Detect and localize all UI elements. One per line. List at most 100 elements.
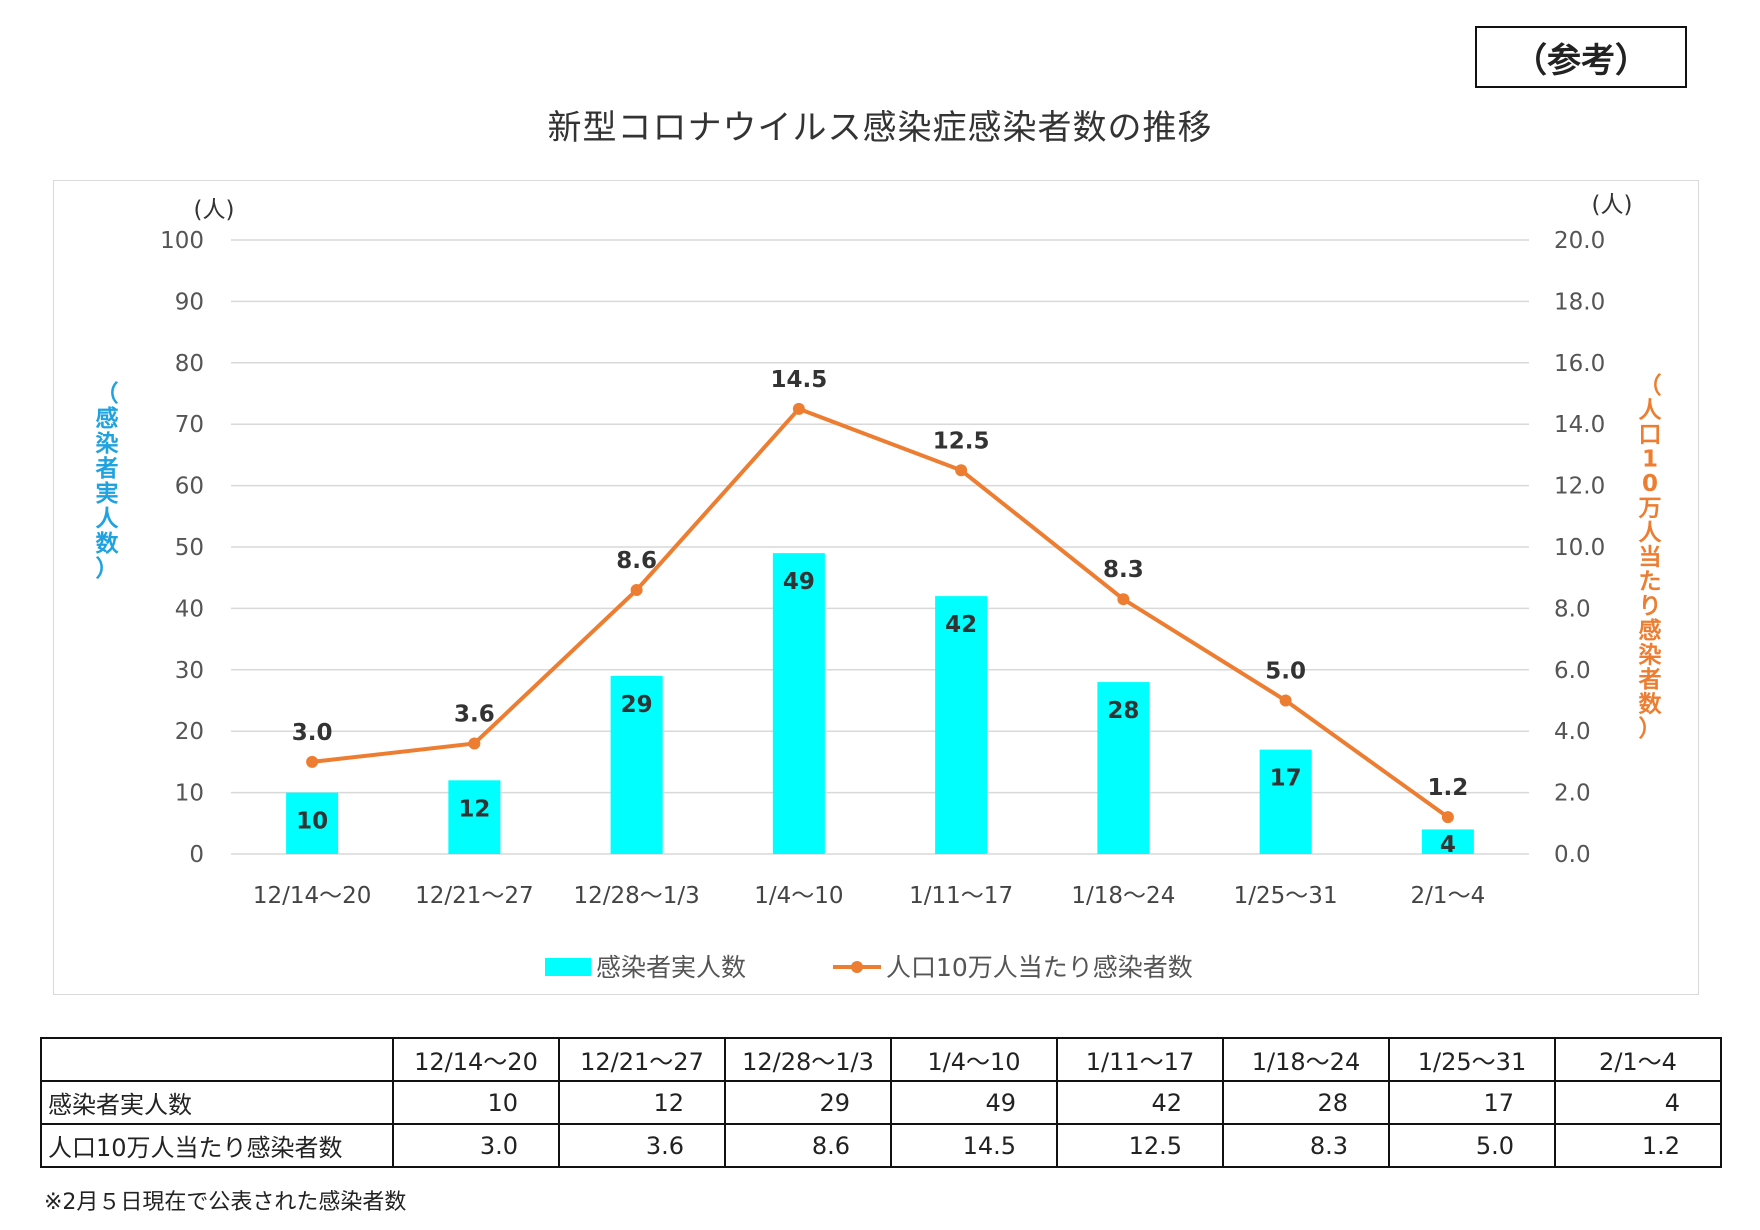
table-row-label: 人口10万人当たり感染者数	[40, 1123, 394, 1168]
bar	[286, 792, 339, 854]
y-left-tick-label: 60	[175, 474, 204, 500]
table-row-label: 感染者実人数	[40, 1080, 394, 1125]
table-header-cell: 1/25～31	[1388, 1037, 1556, 1082]
line-point	[1117, 593, 1130, 606]
y-right-tick-label: 0.0	[1554, 842, 1591, 868]
bar-value-label: 12	[458, 796, 490, 822]
x-tick-label: 1/18～24	[1071, 883, 1175, 909]
x-tick-label: 2/1～4	[1411, 883, 1486, 909]
bar-value-label: 49	[783, 569, 815, 595]
x-tick-label: 1/25～31	[1234, 883, 1338, 909]
y-right-tick-label: 4.0	[1554, 719, 1591, 745]
legend-bar-label: 感染者実人数	[596, 953, 746, 982]
line-point	[955, 464, 968, 477]
table-cell: 8.6	[724, 1123, 892, 1168]
line-point	[1441, 811, 1454, 824]
y-right-tick-label: 16.0	[1554, 351, 1605, 377]
table-cell: 49	[890, 1080, 1058, 1125]
table-header-cell: 2/1～4	[1554, 1037, 1722, 1082]
footnote: ※2月５日現在で公表された感染者数	[44, 1190, 407, 1215]
line-value-label: 5.0	[1265, 659, 1306, 685]
table-row: 感染者実人数 10 12 29 49 42 28 17 4	[40, 1080, 1722, 1125]
legend-line-marker	[851, 961, 863, 973]
table-cell: 3.6	[558, 1123, 726, 1168]
legend-line-label: 人口10万人当たり感染者数	[886, 953, 1193, 982]
table-cell: 42	[1056, 1080, 1224, 1125]
table-cell: 3.0	[392, 1123, 560, 1168]
y-left-unit: (人)	[194, 197, 235, 223]
bar	[610, 675, 663, 854]
table-cell: 28	[1222, 1080, 1390, 1125]
table-cell: 10	[392, 1080, 560, 1125]
y-right-tick-label: 12.0	[1554, 474, 1605, 500]
line-value-label: 8.6	[616, 548, 657, 574]
y-right-tick-label: 14.0	[1554, 412, 1605, 438]
bar	[935, 596, 988, 854]
line-value-label: 1.2	[1428, 775, 1469, 801]
line-series	[311, 406, 1450, 819]
table-cell: 12	[558, 1080, 726, 1125]
table-cell: 4	[1554, 1080, 1722, 1125]
table-header-cell	[40, 1037, 394, 1082]
chart-frame: 0 10 20 30 40 50 60 70 80 90 100 0.0 2.0 4.0 6.0 8.0 10.…	[53, 180, 1699, 995]
table-cell: 12.5	[1056, 1123, 1224, 1168]
y-left-tick-label: 50	[175, 535, 204, 561]
table-header-row: 12/14～20 12/21～27 12/28～1/3 1/4～10 1/11～17 1/…	[40, 1037, 1722, 1082]
chart: 0 10 20 30 40 50 60 70 80 90 100 0.0 2.0 4.0 6.0 8.0 10.…	[95, 192, 1663, 982]
y-right-tick-label: 2.0	[1554, 781, 1591, 807]
line-value-label: 8.3	[1103, 557, 1144, 583]
y-left-axis-title: （感染者実人数）	[95, 380, 120, 582]
table-header-cell: 12/21～27	[558, 1037, 726, 1082]
line-value-label: 3.0	[292, 720, 333, 746]
x-tick-label: 1/11～17	[909, 883, 1013, 909]
y-left-tick-label: 0	[189, 842, 204, 868]
table-header-cell: 1/18～24	[1222, 1037, 1390, 1082]
table-cell: 17	[1388, 1080, 1556, 1125]
x-tick-label: 1/4～10	[754, 883, 843, 909]
table-cell: 1.2	[1554, 1123, 1722, 1168]
table-header-cell: 1/11～17	[1056, 1037, 1224, 1082]
line-point	[792, 402, 805, 415]
x-tick-label: 12/28～1/3	[573, 883, 699, 909]
line-value-label: 12.5	[933, 428, 990, 454]
y-left-tick-label: 90	[175, 289, 204, 315]
legend-bar-swatch	[545, 958, 591, 976]
table-header-cell: 1/4～10	[890, 1037, 1058, 1082]
y-left-tick-label: 40	[175, 596, 204, 622]
y-right-tick-label: 20.0	[1554, 228, 1605, 254]
y-right-tick-label: 6.0	[1554, 658, 1591, 684]
y-right-unit: (人)	[1592, 192, 1633, 218]
y-left-tick-label: 10	[175, 781, 204, 807]
line-point	[306, 755, 319, 768]
bar-value-label: 28	[1107, 698, 1139, 724]
table-row: 人口10万人当たり感染者数 3.0 3.6 8.6 14.5 12.5 8.3 5.0 1.2	[40, 1123, 1722, 1168]
bar	[1421, 829, 1474, 854]
table-cell: 29	[724, 1080, 892, 1125]
table-header-cell: 12/28～1/3	[724, 1037, 892, 1082]
y-left-tick-label: 70	[175, 412, 204, 438]
y-right-tick-label: 8.0	[1554, 596, 1591, 622]
bar	[448, 780, 501, 854]
line-point	[1279, 694, 1292, 707]
bar	[772, 553, 825, 854]
table-cell: 8.3	[1222, 1123, 1390, 1168]
data-table: 12/14～20 12/21～27 12/28～1/3 1/4～10 1/11～17 1/…	[40, 1037, 1722, 1168]
y-left-tick-label: 30	[175, 658, 204, 684]
y-left-tick-label: 100	[160, 228, 204, 254]
y-right-tick-label: 18.0	[1554, 289, 1605, 315]
line-point	[630, 583, 643, 596]
table-header-cell: 12/14～20	[392, 1037, 560, 1082]
y-left-tick-label: 80	[175, 351, 204, 377]
line-value-label: 14.5	[771, 367, 828, 393]
bar	[1259, 749, 1312, 854]
bar-value-label: 29	[621, 692, 653, 718]
x-tick-label: 12/14～20	[253, 883, 372, 909]
table-cell: 5.0	[1388, 1123, 1556, 1168]
y-right-tick-label: 10.0	[1554, 535, 1605, 561]
reference-label: （参考）	[1475, 26, 1687, 88]
bar-value-label: 10	[296, 809, 328, 835]
y-right-axis-title: （人口 1 0 万人当たり感染者数）	[1638, 372, 1663, 742]
bar	[1097, 682, 1150, 854]
x-tick-label: 12/21～27	[415, 883, 534, 909]
line-value-label: 3.6	[454, 701, 495, 727]
